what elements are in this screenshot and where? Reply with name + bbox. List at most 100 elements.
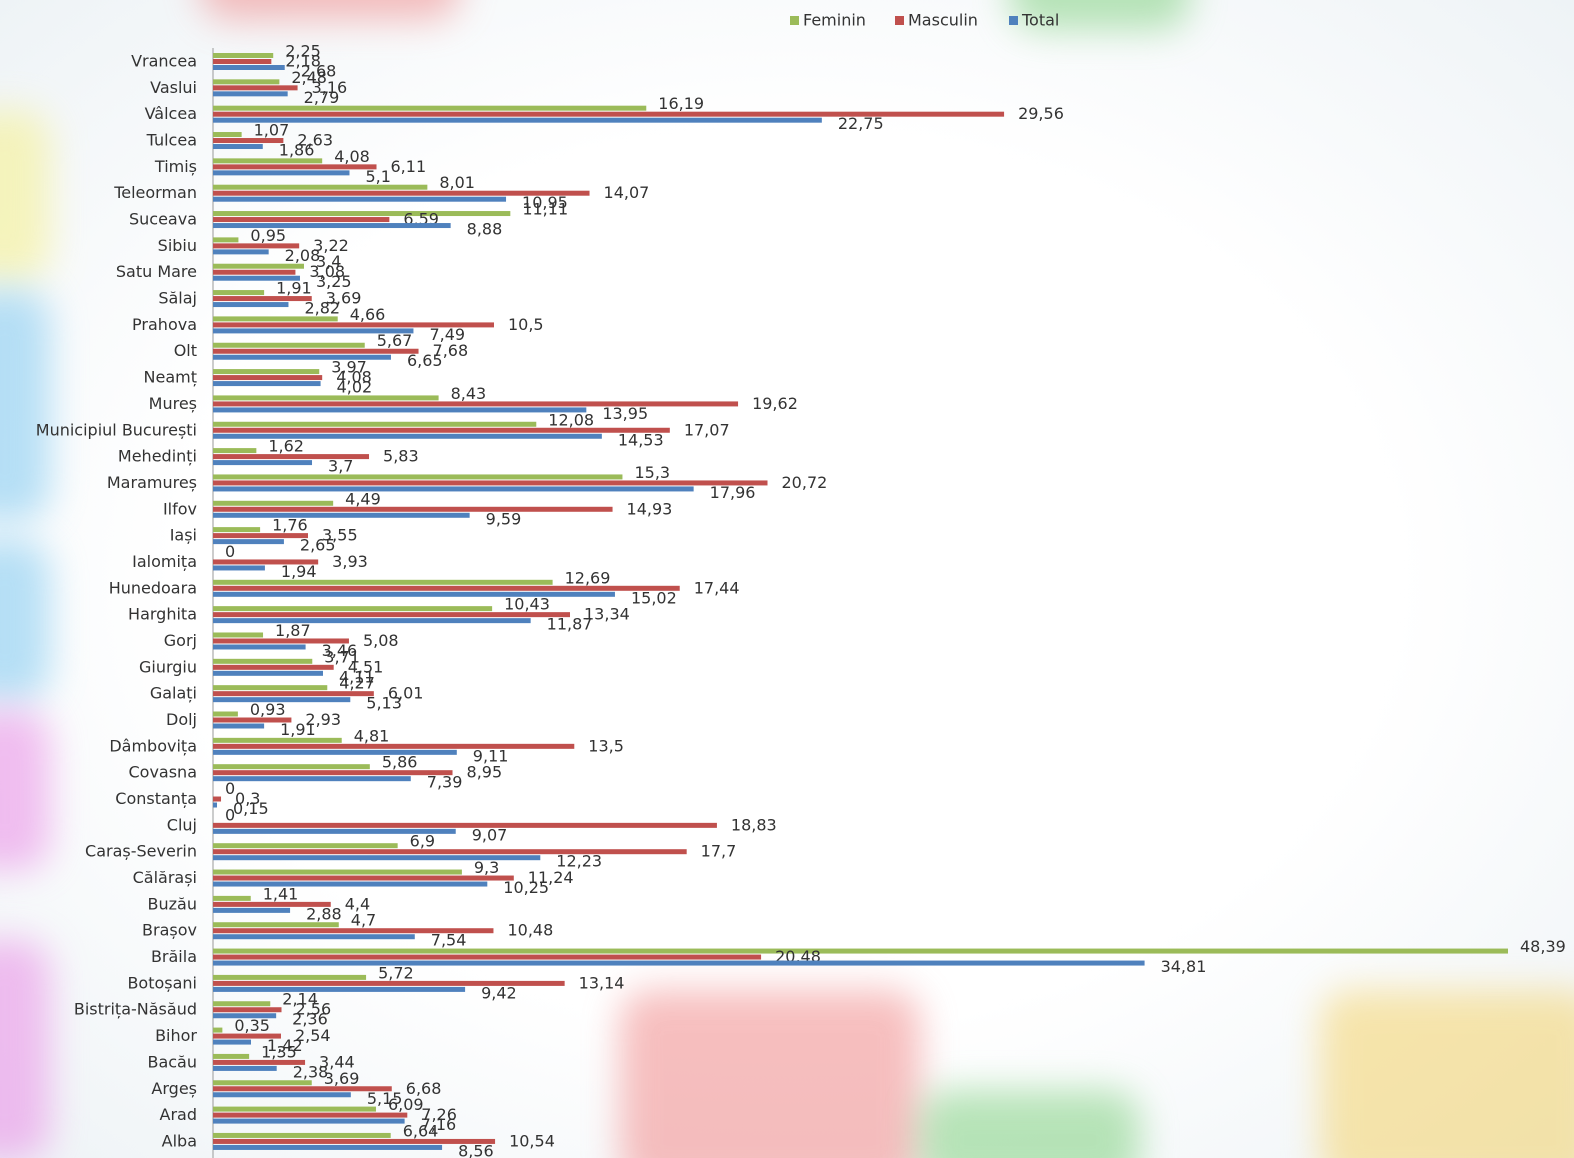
value-label: 5,08 bbox=[363, 631, 399, 650]
value-label: 10,48 bbox=[507, 921, 553, 940]
bar bbox=[213, 223, 451, 228]
bar bbox=[213, 407, 586, 412]
bar bbox=[213, 659, 312, 664]
value-label: 10,5 bbox=[508, 315, 544, 334]
category-label: Dolj bbox=[166, 710, 197, 729]
bar bbox=[213, 896, 251, 901]
bar bbox=[213, 803, 217, 808]
value-label: 15,3 bbox=[634, 463, 670, 482]
bar bbox=[213, 823, 717, 828]
category-label: Gorj bbox=[164, 631, 197, 650]
legend-label: Feminin bbox=[803, 11, 866, 30]
value-label: 10,43 bbox=[504, 595, 550, 614]
page: Vrancea2,252,182,68Vaslui2,483,162,79Vâl… bbox=[0, 0, 1574, 1158]
bar bbox=[213, 217, 389, 222]
value-label: 17,07 bbox=[684, 420, 730, 439]
category-label: Bistrița-Năsăud bbox=[74, 1000, 197, 1019]
bar bbox=[213, 1080, 312, 1085]
category-label: Botoșani bbox=[127, 973, 197, 992]
legend-swatch bbox=[895, 16, 904, 25]
bar bbox=[213, 164, 377, 169]
value-label: 14,07 bbox=[604, 183, 650, 202]
bar bbox=[213, 671, 323, 676]
value-label: 6,65 bbox=[407, 351, 443, 370]
bar bbox=[213, 1113, 407, 1118]
value-label: 0,93 bbox=[250, 700, 286, 719]
bar bbox=[213, 565, 265, 570]
category-label: Mehedinți bbox=[118, 447, 197, 466]
value-label: 1,86 bbox=[279, 141, 315, 160]
value-label: 17,7 bbox=[701, 842, 737, 861]
value-label: 4,27 bbox=[339, 674, 375, 693]
value-label: 3,7 bbox=[328, 457, 353, 476]
category-label: Cluj bbox=[167, 815, 197, 834]
bar bbox=[213, 539, 284, 544]
legend-swatch bbox=[790, 16, 799, 25]
category-label: Iași bbox=[170, 526, 197, 545]
bar bbox=[213, 764, 370, 769]
value-label: 8,95 bbox=[467, 763, 503, 782]
bar bbox=[213, 738, 342, 743]
category-label: Harghita bbox=[128, 605, 197, 624]
bar bbox=[213, 632, 263, 637]
bar bbox=[213, 961, 1145, 966]
value-label: 1,91 bbox=[280, 720, 316, 739]
category-label: Giurgiu bbox=[139, 657, 197, 676]
bar bbox=[213, 501, 333, 506]
value-label: 9,59 bbox=[486, 509, 522, 528]
category-label: Vâlcea bbox=[145, 104, 197, 123]
category-label: Buzău bbox=[148, 894, 197, 913]
bar bbox=[213, 1028, 222, 1033]
category-label: Neamț bbox=[144, 368, 197, 387]
bar bbox=[213, 422, 536, 427]
value-label: 7,54 bbox=[431, 931, 467, 950]
bar bbox=[213, 724, 264, 729]
category-label: Constanța bbox=[115, 789, 197, 808]
category-label: Ialomița bbox=[132, 552, 197, 571]
category-label: Teleorman bbox=[113, 183, 197, 202]
value-label: 3,69 bbox=[324, 1069, 360, 1088]
value-label: 9,07 bbox=[472, 825, 508, 844]
bar bbox=[213, 1119, 405, 1124]
bar bbox=[213, 876, 514, 881]
bar bbox=[213, 665, 334, 670]
category-label: Arad bbox=[160, 1105, 197, 1124]
category-label: Maramureș bbox=[107, 473, 197, 492]
value-label: 8,01 bbox=[439, 173, 475, 192]
value-label: 1,91 bbox=[276, 279, 312, 298]
category-label: Timiș bbox=[154, 157, 197, 176]
bar bbox=[213, 882, 487, 887]
bar bbox=[213, 316, 338, 321]
category-label: Olt bbox=[174, 341, 197, 360]
bar bbox=[213, 507, 613, 512]
value-label: 17,96 bbox=[710, 483, 756, 502]
bar bbox=[213, 922, 339, 927]
value-label: 6,09 bbox=[388, 1095, 424, 1114]
value-label: 6,11 bbox=[391, 157, 427, 176]
value-label: 10,25 bbox=[503, 878, 549, 897]
bar bbox=[213, 612, 570, 617]
bar bbox=[213, 770, 453, 775]
bar bbox=[213, 375, 322, 380]
value-label: 12,08 bbox=[548, 410, 594, 429]
value-label: 2,79 bbox=[304, 88, 340, 107]
bar bbox=[213, 975, 366, 980]
value-label: 1,41 bbox=[263, 884, 299, 903]
value-label: 2,82 bbox=[304, 299, 340, 318]
value-label: 4,81 bbox=[354, 726, 390, 745]
value-label: 8,88 bbox=[467, 220, 503, 239]
bar bbox=[213, 211, 510, 216]
category-label: Galați bbox=[150, 684, 197, 703]
value-label: 8,56 bbox=[458, 1141, 494, 1158]
bar bbox=[213, 270, 295, 275]
bar bbox=[213, 264, 304, 269]
chart: Vrancea2,252,182,68Vaslui2,483,162,79Vâl… bbox=[0, 0, 1574, 1158]
bar bbox=[213, 712, 238, 717]
value-label: 7,39 bbox=[427, 773, 463, 792]
bar bbox=[213, 618, 531, 623]
category-label: Caraș-Severin bbox=[85, 842, 197, 861]
bar bbox=[213, 1001, 270, 1006]
bar bbox=[213, 474, 622, 479]
value-label: 9,3 bbox=[474, 858, 499, 877]
bar bbox=[213, 949, 1508, 954]
